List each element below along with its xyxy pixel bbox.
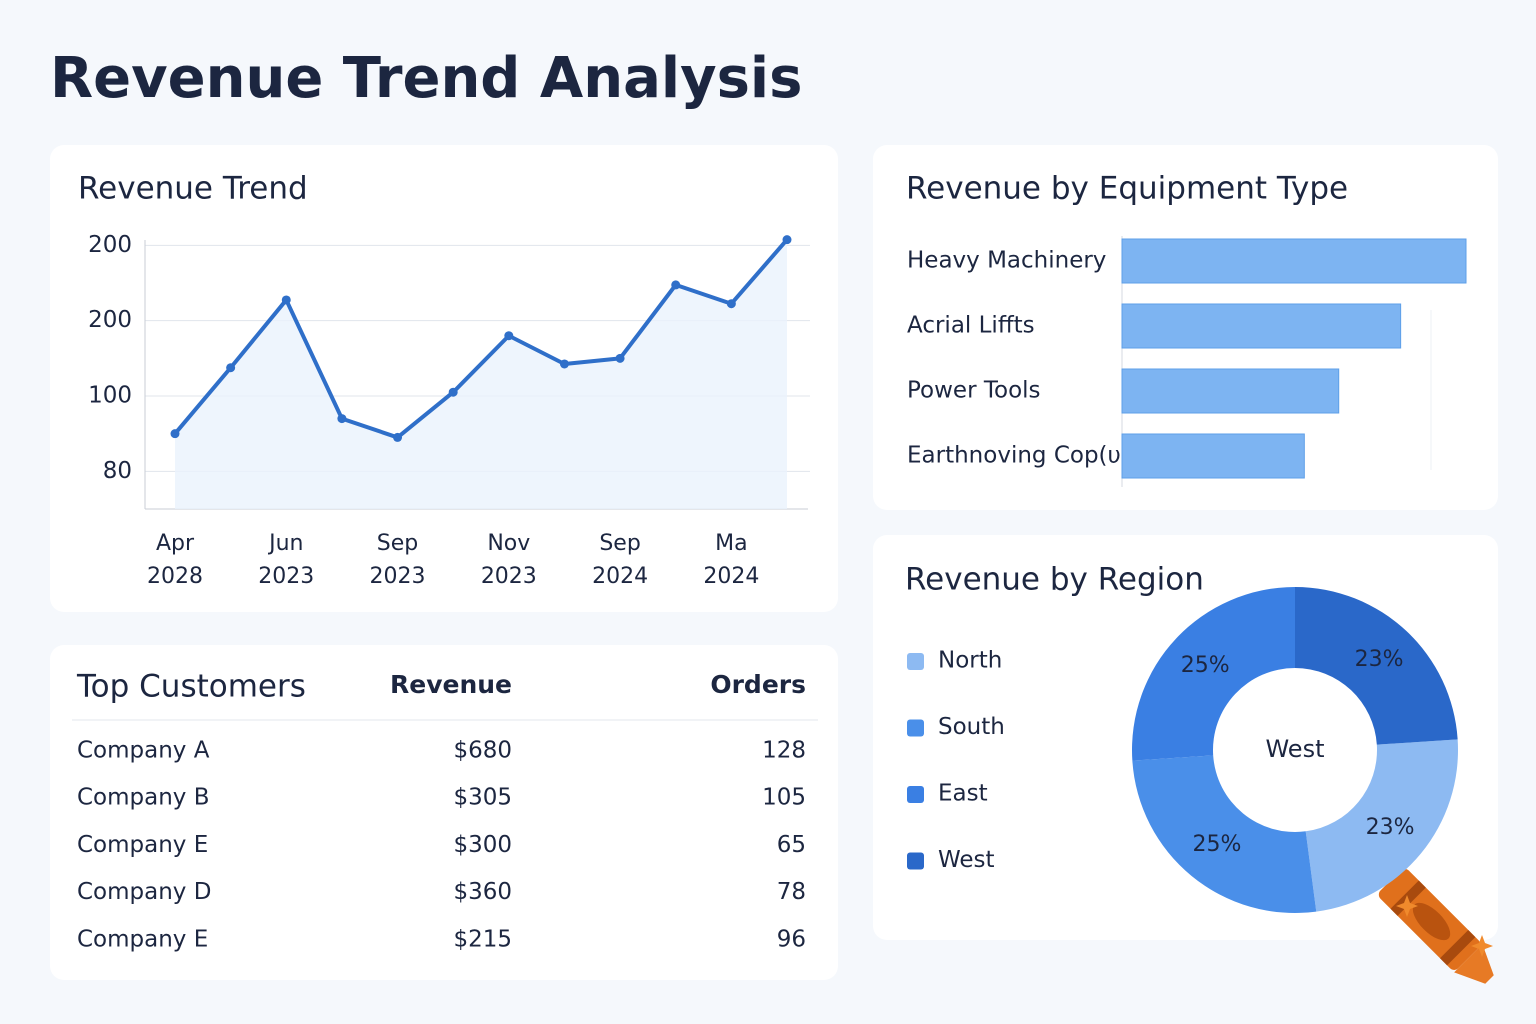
donut-slice [1132,587,1295,761]
table-cell: Company D [77,879,211,905]
table-cell: $360 [453,879,512,905]
line [173,238,789,440]
category-label: Power Tools [907,378,1041,404]
y-tick-label: 80 [103,458,132,484]
table-cell: 96 [777,926,806,952]
table-cell: $300 [453,832,512,858]
bar [1121,303,1402,349]
crayon-icon [1378,868,1494,984]
point [170,429,180,439]
donut-center-label: West [1265,735,1324,763]
slice-label: 23% [1355,647,1404,672]
bar [1121,433,1305,479]
chart-title: Revenue by Region [905,562,1204,598]
table-cell: 128 [762,738,806,764]
legend-swatch [907,719,924,737]
x-tick-label: Ma 2024 [703,531,759,589]
legend-swatch [907,852,924,870]
legend-label: South [938,714,1005,740]
x-tick-label: Nov 2023 [481,531,537,589]
point [559,359,569,369]
y-tick-label: 200 [88,232,132,258]
donut-slice [1305,739,1458,912]
x-tick-label: Jun 2023 [258,531,314,589]
point [281,295,291,305]
category-label: Acrial Liffts [907,313,1035,339]
legend-label: East [938,781,988,807]
table-cell: Company B [77,785,210,811]
point [393,432,403,442]
table-cell: $680 [453,738,512,764]
x-tick-label: Sep 2023 [370,531,426,589]
legend-label: North [938,648,1002,674]
legend-label: West [938,847,995,873]
x-tick-label: Sep 2024 [592,531,648,589]
slice-label: 23% [1366,815,1415,840]
bar [1121,368,1340,414]
point [782,235,792,245]
y-tick-label: 200 [88,307,132,333]
donut-slice [1295,587,1458,745]
donut-slice [1132,755,1317,914]
point [615,353,625,363]
area [175,239,787,509]
point [726,299,736,309]
table-cell: 105 [762,785,806,811]
chart-title: Revenue by Equipment Type [906,171,1348,207]
point [337,414,347,424]
legend-swatch [907,786,924,803]
table-cell: Company A [77,738,210,764]
point [504,331,514,341]
point [671,280,681,290]
table-cell: Company E [77,832,208,858]
category-label: Heavy Machinery [907,248,1106,274]
table-cell: Company E [77,926,208,952]
page-title: Revenue Trend Analysis [50,46,802,111]
card [50,645,838,980]
table-cell: 78 [777,879,806,905]
table-cell: $305 [453,785,512,811]
y-tick-label: 100 [88,383,132,409]
slice-label: 25% [1181,653,1230,678]
slice-label: 25% [1193,832,1242,857]
bar [1121,238,1467,284]
table-header: Top Customers [76,669,306,705]
category-label: Earthnoving Cop(υ) [907,443,1130,469]
table-header: Orders [710,670,806,699]
table-cell: $215 [453,926,512,952]
point [448,387,458,397]
point [226,363,236,373]
legend-swatch [907,653,924,670]
table-cell: 65 [777,832,806,858]
chart-title: Revenue Trend [78,171,308,207]
table-header: Revenue [390,670,512,699]
x-tick-label: Apr 2028 [147,531,203,589]
